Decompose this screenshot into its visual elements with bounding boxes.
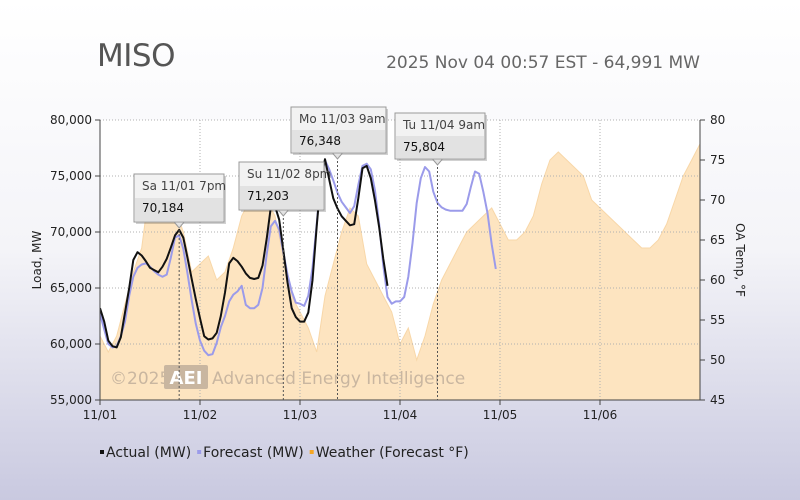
y-tick-label: 75,000 — [50, 169, 92, 183]
legend-swatch — [197, 450, 202, 454]
legend-swatch — [100, 450, 104, 454]
y2-tick-label: 55 — [710, 313, 725, 327]
x-tick-label: 11/06 — [583, 408, 618, 422]
annotation-pointer — [331, 152, 344, 160]
y2-tick-label: 50 — [710, 353, 725, 367]
annotation-value: 70,184 — [142, 201, 184, 215]
legend-label: Weather (Forecast °F) — [316, 445, 469, 461]
legend: Actual (MW) Forecast (MW) Weather (Forecas… — [100, 445, 469, 461]
y-tick-label: 65,000 — [50, 281, 92, 295]
annotation-value: 75,804 — [403, 140, 445, 154]
y2-tick-label: 45 — [710, 393, 725, 407]
axes: 55,000 60,000 65,000 70,000 75,000 80,000 45 50… — [30, 113, 747, 422]
watermark-text: Advanced Energy Intelligence — [212, 369, 465, 389]
annotation-box-lower — [292, 130, 385, 152]
x-tick-label: 11/04 — [383, 408, 418, 422]
y2-tick-label: 75 — [710, 153, 725, 167]
watermark-prefix: ©2025 — [110, 369, 170, 389]
x-tick-label: 11/05 — [483, 408, 518, 422]
annotation-box-lower — [240, 186, 323, 209]
actual-line — [100, 158, 389, 349]
y2-axis-label: OA Temp, °F — [733, 223, 747, 297]
legend-label: Actual (MW) — [106, 445, 191, 461]
annotation-pointer — [431, 158, 444, 166]
watermark-logo-box — [164, 365, 208, 389]
annotation-label: Mo 11/03 9am — [299, 112, 386, 126]
watermark: ©2025 AEI Advanced Energy Intelligence — [110, 365, 465, 389]
y-tick-label: 70,000 — [50, 225, 92, 239]
y2-tick-label: 60 — [710, 273, 725, 287]
legend-label: Forecast (MW) — [203, 445, 304, 461]
annotations: Sa 11/01 7pm 70,184 Su 11/02 8pm 71,203 Mo 1… — [133, 106, 487, 400]
forecast-line — [100, 159, 497, 357]
y-axis-label: Load, MW — [30, 231, 44, 290]
y-tick-label: 60,000 — [50, 337, 92, 351]
annotation-pointer — [277, 209, 290, 217]
annotation-value: 76,348 — [299, 134, 341, 148]
annotation-box-lower — [135, 198, 223, 221]
series-lines — [100, 158, 497, 357]
annotation-box-lower — [396, 136, 484, 158]
y-tick-label: 55,000 — [50, 393, 92, 407]
x-tick-label: 11/03 — [283, 408, 318, 422]
x-tick-label: 11/02 — [183, 408, 218, 422]
y2-tick-label: 65 — [710, 233, 725, 247]
watermark-logo: AEI — [170, 368, 203, 389]
annotation-value: 71,203 — [247, 189, 289, 203]
annotation-pointer — [173, 221, 186, 229]
chart-title: MISO — [97, 38, 175, 74]
annotation-label: Tu 11/04 9am — [402, 118, 485, 132]
x-tick-label: 11/01 — [83, 408, 118, 422]
y2-tick-label: 80 — [710, 113, 725, 127]
annotation-label: Su 11/02 8pm — [247, 167, 331, 181]
annotation-label: Sa 11/01 7pm — [142, 179, 226, 193]
y2-tick-label: 70 — [710, 193, 725, 207]
chart-subtitle: 2025 Nov 04 00:57 EST - 64,991 MW — [386, 53, 700, 73]
y-tick-label: 80,000 — [50, 113, 92, 127]
legend-swatch — [309, 450, 314, 454]
